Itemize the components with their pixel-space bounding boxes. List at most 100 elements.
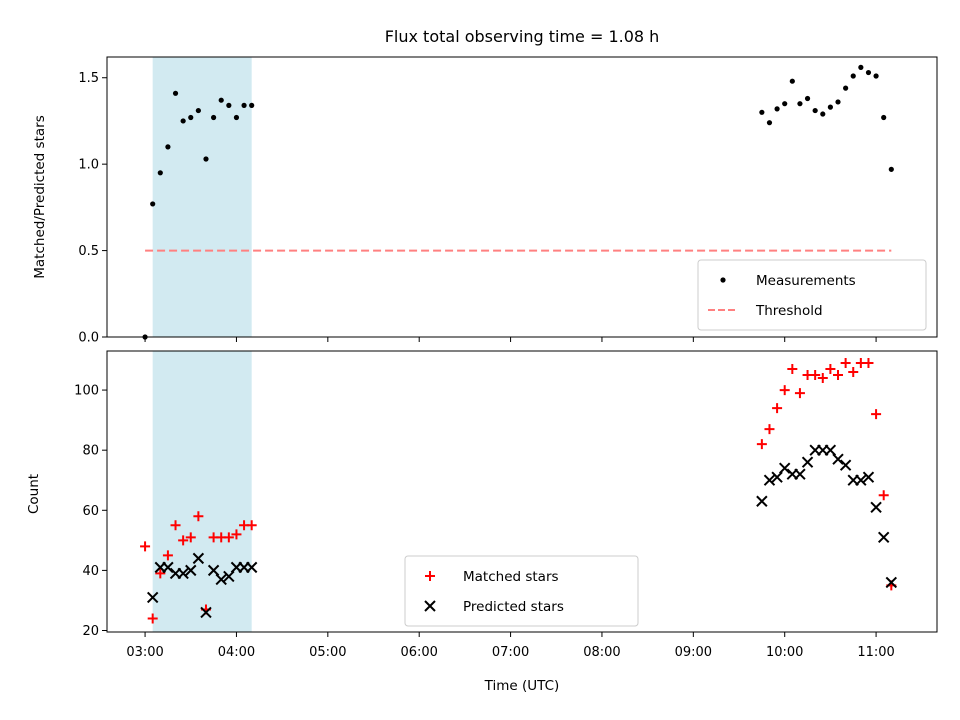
- data-point: [162, 561, 174, 574]
- data-point: [155, 568, 166, 579]
- data-point: [157, 170, 163, 176]
- data-point: [794, 468, 806, 480]
- data-point: [801, 456, 814, 468]
- data-point: [865, 69, 872, 76]
- data-point: [241, 102, 247, 108]
- data-point: [150, 201, 156, 207]
- x-tick-label: 04:00: [218, 645, 255, 660]
- legend-label: Measurements: [756, 273, 856, 289]
- data-point: [850, 73, 856, 79]
- legend-label: Threshold: [755, 303, 823, 319]
- data-point: [203, 156, 209, 162]
- shaded-interval: [152, 351, 252, 632]
- data-point: [215, 573, 227, 586]
- axes-frame: [106, 350, 938, 633]
- data-point: [756, 495, 768, 507]
- data-point: [810, 370, 821, 381]
- chart-title: Flux total observing time = 1.08 h: [385, 27, 660, 46]
- data-point: [843, 85, 849, 91]
- data-point: [848, 367, 859, 378]
- x-tick-label: 05:00: [309, 645, 346, 660]
- data-point: [863, 358, 874, 369]
- shaded-interval: [152, 57, 252, 337]
- data-point: [839, 459, 852, 471]
- data-point: [804, 95, 811, 102]
- x-tick-label: 08:00: [583, 645, 620, 660]
- data-point: [833, 370, 844, 381]
- data-point: [759, 109, 765, 115]
- data-point: [185, 532, 196, 543]
- data-point: [774, 106, 780, 112]
- data-point: [779, 385, 790, 396]
- data-point: [165, 144, 171, 150]
- data-point: [878, 490, 889, 501]
- y-tick-label: 60: [82, 504, 99, 519]
- data-point: [246, 520, 257, 531]
- legend-label: Matched stars: [463, 569, 559, 585]
- legend-swatch-dot: [720, 277, 726, 283]
- y-tick-label: 0.5: [78, 244, 99, 259]
- data-point: [146, 591, 159, 604]
- data-point: [218, 97, 224, 103]
- data-point: [782, 101, 788, 107]
- data-point: [180, 118, 186, 124]
- data-point: [888, 166, 894, 172]
- data-point: [794, 388, 805, 399]
- data-point: [797, 101, 803, 107]
- data-point: [195, 107, 201, 114]
- top-y-axis-label: Matched/Predicted stars: [32, 115, 48, 278]
- x-tick-label: 09:00: [675, 645, 712, 660]
- data-point: [832, 453, 844, 465]
- data-point: [188, 114, 194, 121]
- data-point: [873, 73, 879, 79]
- legend-box: [404, 555, 639, 627]
- data-point: [233, 114, 240, 121]
- data-point: [881, 114, 887, 121]
- data-point: [763, 474, 776, 486]
- data-point: [200, 606, 212, 619]
- x-tick-label: 06:00: [400, 645, 437, 660]
- data-point: [885, 576, 898, 589]
- x-tick-label: 07:00: [492, 645, 529, 660]
- data-point: [147, 613, 158, 624]
- data-point: [871, 409, 882, 420]
- y-tick-label: 1.5: [78, 71, 99, 86]
- legend-swatch-plus: [425, 571, 435, 581]
- data-point: [820, 111, 826, 117]
- data-point: [772, 403, 783, 414]
- data-point: [249, 102, 255, 108]
- legend-box: [697, 259, 927, 331]
- y-tick-label: 1.0: [78, 158, 99, 173]
- data-point: [870, 501, 882, 513]
- data-point: [162, 550, 173, 561]
- x-tick-label: 10:00: [766, 645, 803, 660]
- data-point: [172, 90, 179, 96]
- data-point: [827, 104, 833, 110]
- data-point: [835, 99, 841, 105]
- data-point: [812, 107, 818, 114]
- y-tick-label: 40: [82, 564, 99, 579]
- top-panel-ratio: 0.0 0.5 1.0 1.5 Measurements Threshold: [78, 56, 938, 346]
- data-point: [177, 567, 189, 580]
- data-point: [140, 541, 151, 552]
- x-axis-label: Time (UTC): [484, 678, 560, 694]
- data-point: [877, 531, 890, 544]
- data-point: [185, 564, 197, 577]
- data-point: [855, 474, 867, 486]
- data-point: [211, 114, 217, 121]
- y-tick-label: 20: [82, 624, 99, 639]
- bottom-y-axis-label: Count: [26, 474, 42, 514]
- data-point: [192, 552, 205, 565]
- bottom-panel-count: 20 40 60 80 100 03:00 04:00 05:00 06:00 07:00 08:0…: [74, 350, 938, 660]
- legend-swatch-x: [424, 600, 436, 612]
- data-point: [764, 424, 775, 435]
- data-point: [178, 535, 189, 546]
- data-point: [858, 64, 864, 70]
- data-point: [245, 561, 258, 574]
- axes-frame: [106, 56, 938, 338]
- data-point: [787, 364, 798, 375]
- data-point: [840, 358, 851, 369]
- data-point: [170, 520, 181, 531]
- data-point: [193, 511, 204, 522]
